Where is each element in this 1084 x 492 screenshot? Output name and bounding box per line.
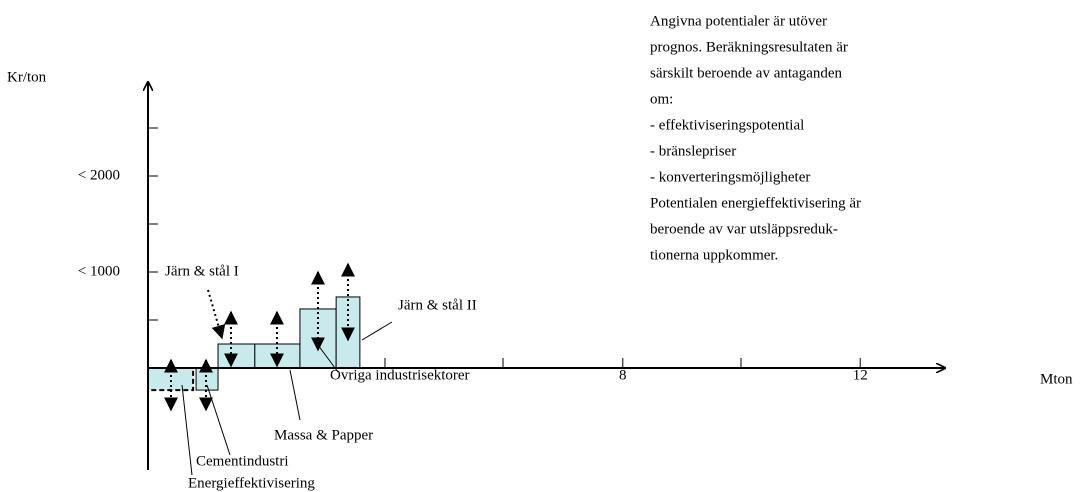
note-line: särskilt beroende av antaganden [650, 65, 843, 81]
note-line: prognos. Beräkningsresultaten är [650, 39, 848, 55]
y-tick-label: < 1000 [78, 263, 120, 279]
annotation: Energieffektivisering [188, 475, 315, 491]
x-tick-label: 8 [619, 367, 627, 383]
note-line: - bränslepriser [650, 143, 736, 159]
annotation: Järn & stål II [398, 297, 477, 313]
x-axis-label: Mton [1040, 371, 1073, 387]
y-tick-label: < 2000 [78, 167, 120, 183]
y-axis-label: Kr/ton [7, 69, 47, 85]
note-line: Potentialen energieffektivisering är [650, 195, 861, 211]
annotation: Massa & Papper [274, 427, 373, 443]
annotation: Järn & stål I [165, 263, 239, 279]
note-line: - effektiviseringspotential [650, 117, 804, 133]
bar [335, 296, 361, 369]
note-line: Angivna potentialer är utöver [650, 13, 827, 29]
note-line: om: [650, 91, 673, 107]
bar [217, 343, 256, 369]
note-line: tionerna uppkommer. [650, 247, 778, 263]
minor-ticks [148, 127, 742, 368]
annotation: Cementindustri [196, 453, 289, 469]
bar [195, 367, 219, 391]
note-line: - konverteringsmöjligheter [650, 169, 810, 185]
annotation: Övriga industrisektorer [330, 366, 470, 383]
plot [147, 296, 361, 392]
range-arrows [164, 262, 355, 412]
note-line: beroende av var utsläppsreduk- [650, 221, 838, 237]
x-tick-label: 12 [853, 367, 868, 383]
